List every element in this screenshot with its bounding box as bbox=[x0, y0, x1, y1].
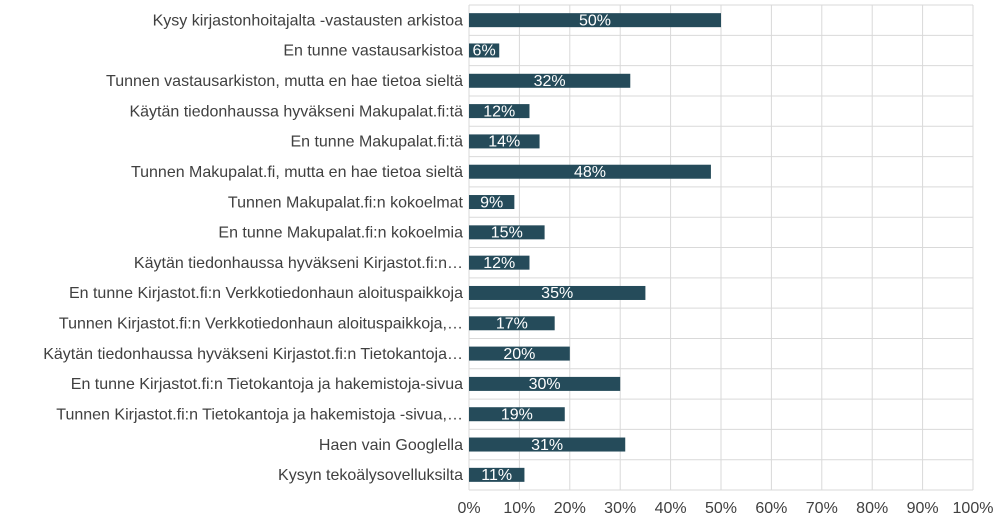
value-label: 11% bbox=[481, 467, 512, 484]
value-label: 14% bbox=[488, 134, 520, 151]
category-label: Käytän tiedonhaussa hyväkseni Kirjastot.… bbox=[134, 255, 463, 272]
bar bbox=[469, 437, 626, 452]
bar bbox=[469, 73, 631, 88]
value-label: 48% bbox=[574, 164, 606, 181]
value-label: 6% bbox=[473, 43, 496, 60]
x-tick-label: 10% bbox=[503, 500, 535, 516]
category-label: Tunnen vastausarkiston, mutta en hae tie… bbox=[106, 73, 463, 90]
bar bbox=[469, 225, 545, 240]
bar bbox=[469, 43, 500, 58]
category-label: Kysy kirjastonhoitajalta -vastausten ark… bbox=[153, 12, 463, 29]
value-label: 35% bbox=[541, 285, 573, 302]
value-label: 19% bbox=[501, 406, 533, 423]
value-label: 50% bbox=[579, 12, 611, 29]
value-label: 20% bbox=[503, 346, 535, 363]
bar bbox=[469, 316, 555, 331]
value-label: 31% bbox=[531, 437, 563, 454]
bar bbox=[469, 195, 515, 210]
category-label: Käytän tiedonhaussa hyväkseni Makupalat.… bbox=[129, 103, 463, 120]
value-label: 9% bbox=[480, 194, 503, 211]
x-tick-label: 0% bbox=[457, 500, 480, 516]
value-label: 12% bbox=[483, 255, 515, 272]
category-label: En tunne Makupalat.fi:n kokoelmia bbox=[218, 225, 463, 242]
x-tick-label: 30% bbox=[604, 500, 636, 516]
category-label: Tunnen Makupalat.fi, mutta en hae tietoa… bbox=[131, 164, 463, 181]
x-tick-label: 70% bbox=[806, 500, 838, 516]
category-label: Tunnen Makupalat.fi:n kokoelmat bbox=[228, 194, 464, 211]
category-label: Käytän tiedonhaussa hyväkseni Kirjastot.… bbox=[43, 346, 463, 363]
category-label: Haen vain Googlella bbox=[319, 437, 463, 454]
category-label: En tunne vastausarkistoa bbox=[283, 43, 463, 60]
category-label: En tunne Kirjastot.fi:n Tietokantoja ja … bbox=[71, 376, 463, 393]
value-label: 15% bbox=[491, 225, 523, 242]
category-label: En tunne Makupalat.fi:tä bbox=[290, 134, 463, 151]
x-tick-label: 20% bbox=[554, 500, 586, 516]
x-tick-label: 50% bbox=[705, 500, 737, 516]
x-tick-label: 40% bbox=[655, 500, 687, 516]
bar bbox=[469, 376, 621, 391]
x-tick-label: 60% bbox=[755, 500, 787, 516]
bar bbox=[469, 104, 530, 119]
value-label: 30% bbox=[529, 376, 561, 393]
value-label: 12% bbox=[483, 103, 515, 120]
bar bbox=[469, 467, 525, 482]
bar bbox=[469, 13, 721, 28]
bar bbox=[469, 255, 530, 270]
x-tick-label: 90% bbox=[907, 500, 939, 516]
value-label: 17% bbox=[496, 316, 528, 333]
category-label: Kysyn tekoälysovelluksilta bbox=[278, 467, 463, 484]
x-tick-label: 80% bbox=[856, 500, 888, 516]
bar bbox=[469, 134, 540, 149]
value-label: 32% bbox=[534, 73, 566, 90]
category-label: En tunne Kirjastot.fi:n Verkkotiedonhaun… bbox=[69, 285, 463, 302]
category-label: Tunnen Kirjastot.fi:n Tietokantoja ja ha… bbox=[56, 406, 463, 423]
bar bbox=[469, 285, 646, 300]
category-label: Tunnen Kirjastot.fi:n Verkkotiedonhaun a… bbox=[59, 316, 463, 333]
bar bbox=[469, 346, 570, 361]
bar bbox=[469, 164, 711, 179]
bar bbox=[469, 407, 565, 422]
x-tick-label: 100% bbox=[953, 500, 994, 516]
